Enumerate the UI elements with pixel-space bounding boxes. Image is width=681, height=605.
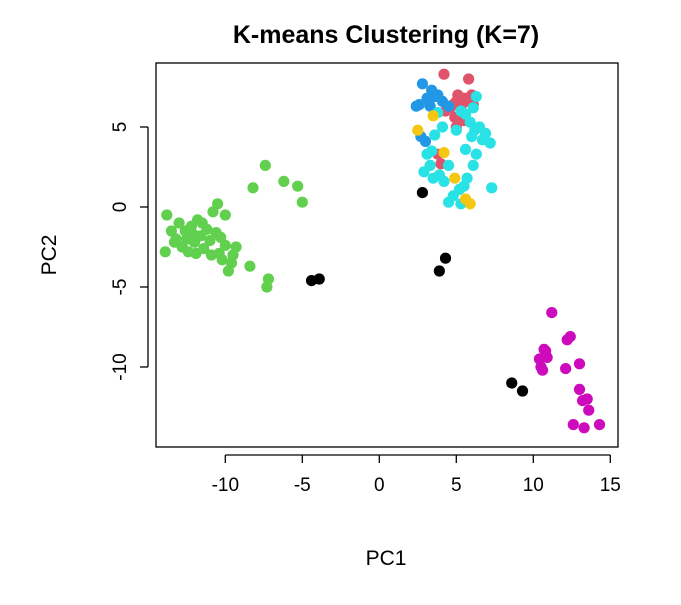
data-point (219, 239, 231, 251)
data-point (416, 187, 429, 199)
data-point (560, 363, 572, 375)
data-point (410, 100, 422, 112)
data-point (467, 102, 479, 114)
y-tick-label: -10 (110, 353, 131, 380)
cluster-2 (305, 187, 529, 397)
data-point (439, 252, 452, 264)
data-point (573, 358, 586, 370)
y-tick-label: 0 (110, 202, 131, 213)
data-point (227, 249, 239, 261)
x-axis: -10 -5 0 5 10 15 (212, 454, 621, 496)
cluster-1 (159, 159, 308, 293)
data-point (578, 422, 590, 434)
y-tick-label: -5 (110, 279, 131, 296)
data-point (173, 217, 185, 229)
data-point (427, 110, 439, 122)
data-point (313, 273, 325, 285)
data-point (412, 124, 424, 136)
y-axis-label: PC2 (38, 235, 61, 276)
data-point (506, 377, 518, 389)
y-axis: -10 -5 0 5 (110, 122, 149, 381)
data-point (426, 145, 438, 157)
x-tick-label: -5 (294, 475, 311, 496)
x-tick-label: -10 (212, 475, 239, 496)
data-point (190, 247, 202, 259)
data-point (168, 236, 181, 248)
data-point (438, 68, 450, 80)
data-point (449, 172, 461, 184)
data-point (567, 419, 579, 431)
data-point (443, 100, 455, 112)
cluster-6 (412, 110, 476, 210)
data-point (476, 134, 489, 146)
cluster-5 (418, 91, 498, 210)
data-point (438, 147, 450, 159)
data-point (450, 124, 462, 136)
data-point (581, 393, 593, 405)
x-tick-label: 5 (451, 475, 462, 496)
data-point (452, 89, 464, 101)
data-point (161, 209, 173, 221)
data-point (418, 166, 430, 178)
data-point (464, 198, 476, 210)
data-point (459, 143, 472, 155)
data-point (486, 182, 498, 194)
x-axis-label: PC1 (366, 547, 407, 570)
data-point (247, 182, 259, 194)
data-point (467, 159, 479, 171)
data-point (159, 246, 171, 258)
y-tick-label: 5 (110, 122, 131, 133)
cluster-7 (533, 307, 606, 434)
data-point (219, 209, 231, 221)
data-point (443, 159, 455, 171)
data-point (427, 172, 439, 184)
data-point (196, 217, 208, 229)
data-point (583, 404, 595, 416)
data-point (470, 148, 482, 160)
x-tick-label: 10 (523, 475, 544, 496)
data-point (541, 351, 553, 363)
data-point (216, 254, 228, 266)
data-point (463, 73, 475, 85)
data-point (573, 383, 586, 395)
data-point (429, 129, 441, 141)
data-point (593, 419, 606, 431)
data-point (516, 385, 529, 397)
data-point (419, 135, 432, 147)
data-point (244, 260, 256, 272)
data-point (296, 196, 308, 208)
x-tick-label: 0 (374, 475, 385, 496)
chart-title: K-means Clustering (K=7) (233, 21, 539, 49)
data-point (443, 196, 455, 208)
data-point (424, 100, 436, 112)
data-point (204, 235, 216, 247)
data-point (469, 124, 481, 136)
data-point (433, 265, 445, 277)
data-point (278, 175, 290, 187)
data-point (429, 91, 441, 103)
data-point (212, 198, 224, 210)
data-point (436, 121, 449, 133)
data-point (470, 91, 482, 103)
data-point (205, 249, 218, 261)
data-point (261, 281, 273, 293)
data-point (187, 228, 199, 240)
data-points (159, 68, 606, 434)
data-point (455, 105, 467, 117)
data-point (546, 307, 558, 319)
data-point (459, 95, 472, 107)
data-point (292, 180, 304, 192)
plot-area-border (155, 62, 619, 448)
data-point (416, 78, 429, 90)
data-point (259, 159, 271, 171)
data-point (535, 361, 547, 373)
x-tick-label: 15 (600, 475, 621, 496)
data-point (561, 334, 573, 346)
cluster-4 (410, 78, 455, 147)
